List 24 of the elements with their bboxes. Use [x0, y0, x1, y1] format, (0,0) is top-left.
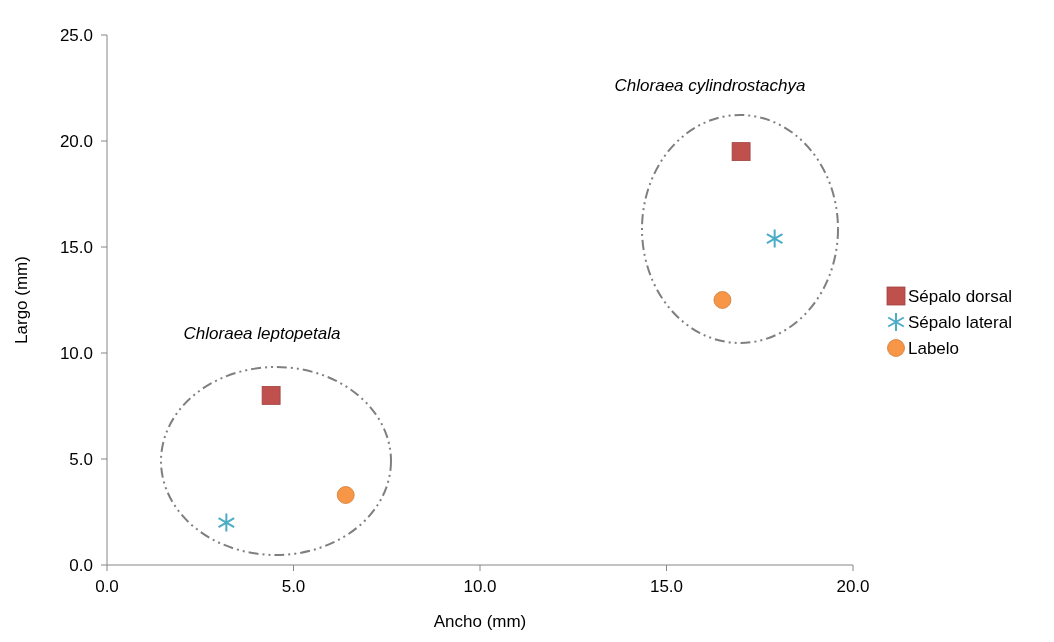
annotation: Chloraea cylindrostachya: [614, 75, 806, 95]
x-tick-label: 20.0: [836, 577, 870, 596]
y-tick-label: 20.0: [59, 131, 93, 151]
x-tick-label: 10.0: [463, 577, 497, 596]
y-tick-label: 5.0: [69, 449, 93, 469]
y-tick-label: 25.0: [59, 25, 93, 45]
y-tick-label: 0.0: [69, 555, 93, 575]
y-tick-label: 10.0: [59, 343, 93, 363]
point: [336, 486, 355, 504]
point: [217, 512, 236, 533]
point: [731, 142, 751, 161]
x-axis-title: Ancho (mm): [433, 612, 527, 631]
legend-label: Sépalo dorsal: [908, 286, 1012, 306]
legend-label: Labelo: [908, 338, 960, 358]
y-axis-title: Largo (mm): [12, 256, 31, 344]
annotation: Chloraea leptopetala: [183, 323, 341, 343]
point: [261, 386, 281, 405]
x-tick-label: 5.0: [281, 577, 306, 596]
y-tick-label: 15.0: [59, 237, 93, 257]
point: [713, 291, 732, 309]
legend-label: Sépalo lateral: [908, 312, 1012, 332]
x-tick-label: 15.0: [649, 577, 684, 596]
x-tick-label: 0.0: [95, 577, 119, 596]
point: [765, 228, 784, 249]
